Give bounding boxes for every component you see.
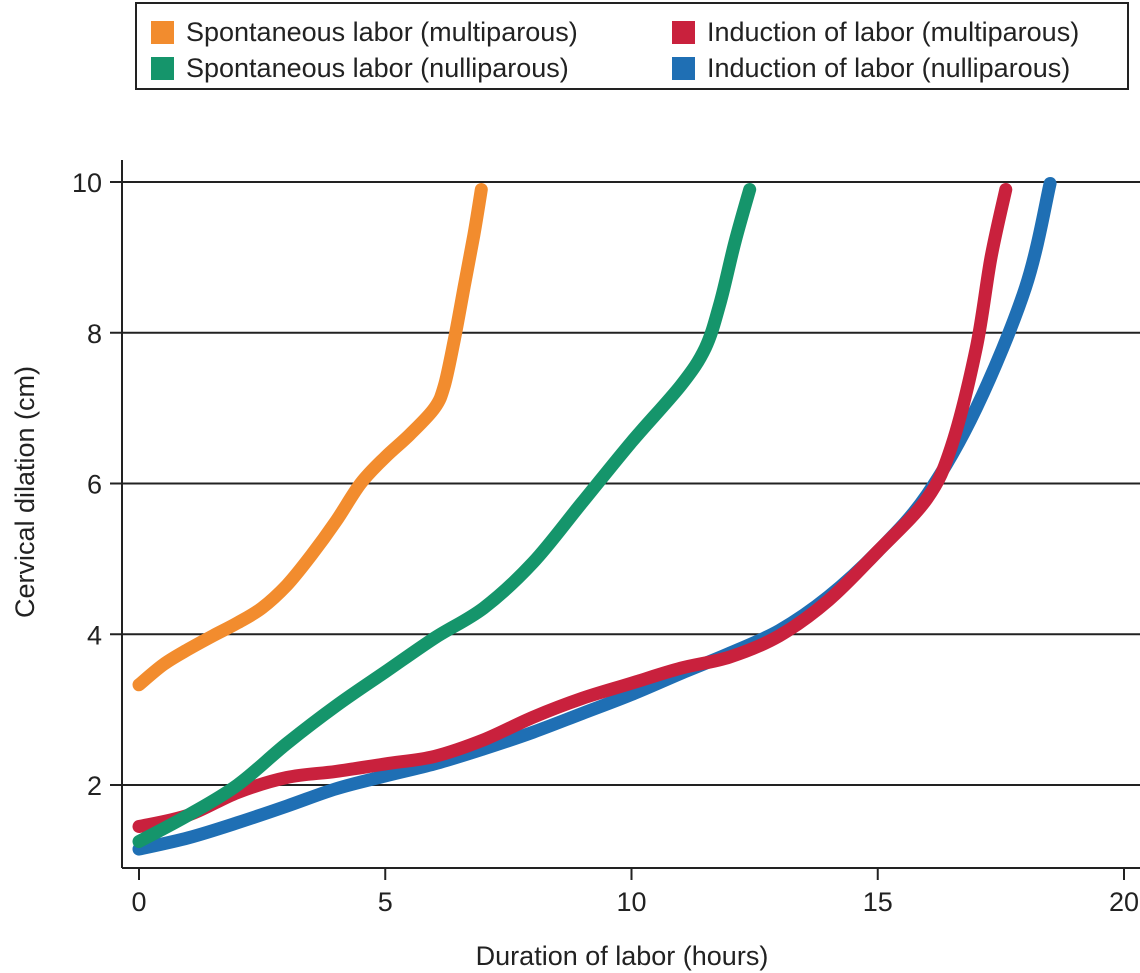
series-lines: [132, 177, 1057, 856]
x-tick-label: 20: [1109, 887, 1139, 917]
legend: Spontaneous labor (multiparous) Spontane…: [135, 2, 1129, 90]
series-line-0: [132, 183, 488, 692]
legend-label-1: Spontaneous labor (nulliparous): [186, 52, 569, 83]
legend-swatch-0: [151, 20, 174, 44]
legend-swatch-3: [672, 56, 695, 80]
legend-item-3: Induction of labor (nulliparous): [672, 52, 1070, 84]
legend-item-1: Spontaneous labor (nulliparous): [151, 52, 569, 84]
legend-label-0: Spontaneous labor (multiparous): [186, 16, 578, 47]
y-tick-label: 6: [87, 470, 102, 500]
x-tick-label: 15: [863, 887, 893, 917]
ticks: 2 4 6 8 10 0 5 10 15 20: [72, 168, 1139, 917]
legend-item-0: Spontaneous labor (multiparous): [151, 16, 578, 48]
series-line-1: [132, 183, 757, 848]
y-tick-label: 4: [87, 620, 102, 650]
x-axis-title: Duration of labor (hours): [476, 941, 769, 971]
y-tick-label: 10: [72, 168, 102, 198]
legend-swatch-1: [151, 56, 174, 80]
y-axis-title: Cervical dilation (cm): [10, 366, 40, 618]
y-tick-label: 8: [87, 319, 102, 349]
gridlines: [122, 181, 1140, 786]
legend-label-3: Induction of labor (nulliparous): [707, 52, 1071, 83]
x-tick-label: 5: [378, 887, 393, 917]
series-line-2: [132, 183, 1013, 833]
x-tick-label: 0: [131, 887, 146, 917]
legend-swatch-2: [672, 20, 695, 44]
y-tick-label: 2: [87, 771, 102, 801]
legend-item-2: Induction of labor (multiparous): [672, 16, 1079, 48]
x-tick-label: 10: [616, 887, 646, 917]
legend-label-2: Induction of labor (multiparous): [707, 16, 1080, 47]
